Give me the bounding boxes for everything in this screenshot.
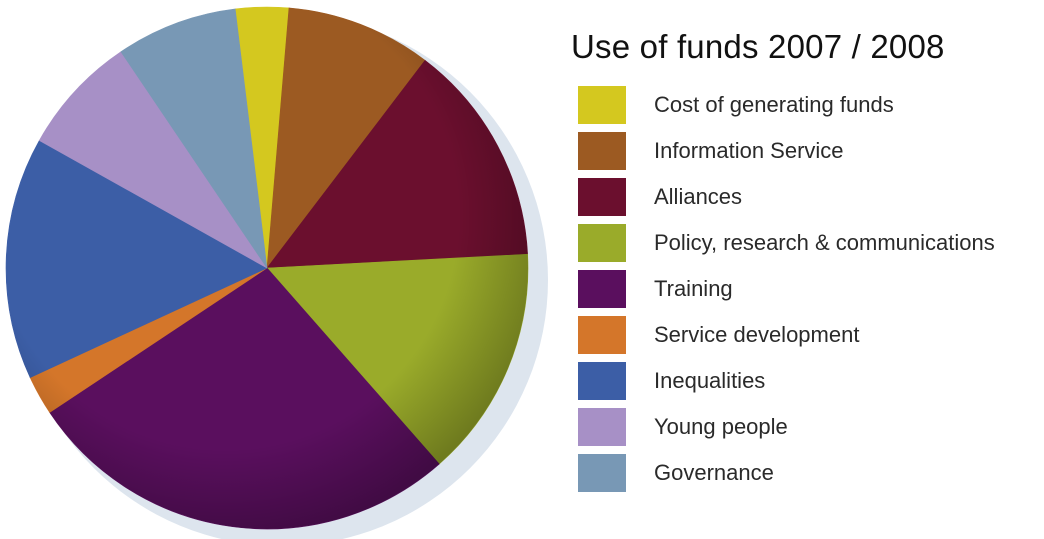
legend-swatch [578,224,626,262]
pie-shading [6,7,528,529]
chart-title: Use of funds 2007 / 2008 [571,28,945,65]
legend-item-young-people: Young people [578,408,1038,454]
legend-swatch [578,408,626,446]
legend: Cost of generating funds Information Serv… [578,86,1038,500]
legend-item-service-development: Service development [578,316,1038,362]
legend-item-policy-research-and-communications: Policy, research & communications [578,224,1038,270]
legend-item-training: Training [578,270,1038,316]
legend-label: Cost of generating funds [654,92,894,117]
legend-label: Policy, research & communications [654,230,995,255]
legend-swatch [578,86,626,124]
legend-label: Inequalities [654,368,766,393]
legend-swatch [578,362,626,400]
legend-item-information-service: Information Service [578,132,1038,178]
legend-label: Service development [654,322,860,347]
legend-item-alliances: Alliances [578,178,1038,224]
legend-label: Governance [654,460,774,485]
legend-item-inequalities: Inequalities [578,362,1038,408]
pie-chart [5,6,548,539]
legend-swatch [578,270,626,308]
legend-label: Young people [654,414,788,439]
legend-swatch [578,316,626,354]
legend-swatch [578,178,626,216]
legend-label: Training [654,276,733,301]
legend-label: Alliances [654,184,743,209]
legend-swatch [578,132,626,170]
legend-swatch [578,454,626,492]
legend-label: Information Service [654,138,844,163]
legend-item-governance: Governance [578,454,1038,500]
legend-item-cost-of-generating-funds: Cost of generating funds [578,86,1038,132]
